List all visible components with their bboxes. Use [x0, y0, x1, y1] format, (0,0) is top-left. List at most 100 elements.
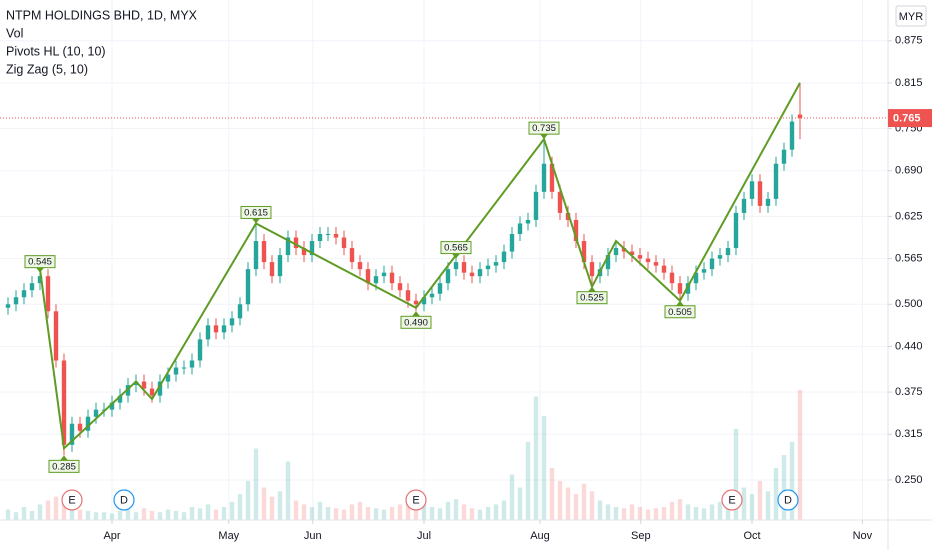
last-price-label: 0.765 [893, 112, 921, 124]
y-tick-label: 0.250 [895, 474, 923, 486]
candle-body [509, 234, 515, 252]
x-tick-label: May [218, 530, 239, 542]
event-marker[interactable] [405, 489, 427, 511]
pivot-box [664, 305, 696, 319]
last-price-box [888, 109, 932, 128]
volume-bar [405, 501, 411, 520]
candle-body [117, 395, 123, 403]
volume-bar [733, 429, 739, 520]
y-tick-label: 0.690 [895, 165, 923, 177]
candle-body [685, 283, 691, 294]
candle-body [245, 269, 251, 305]
candle-body [253, 241, 259, 270]
candle-body [141, 381, 147, 389]
candle-body [133, 381, 139, 386]
volume-bar [149, 510, 155, 520]
legend-pivots: Pivots HL (10, 10) [6, 44, 106, 58]
event-marker[interactable] [61, 489, 83, 511]
volume-bar [141, 508, 147, 520]
currency-box[interactable] [895, 5, 927, 27]
event-marker[interactable] [777, 489, 799, 511]
pivot-pointer [540, 134, 548, 140]
volume-bar [581, 483, 587, 520]
volume-bar [469, 508, 475, 520]
candle-body [525, 219, 531, 224]
candle-body [53, 311, 59, 361]
x-tick-label: Aug [530, 530, 550, 542]
volume-bar [565, 487, 571, 520]
event-label: D [784, 494, 792, 506]
volume-bar [669, 501, 675, 520]
candle-body [61, 360, 67, 445]
legend-zigzag: Zig Zag (5, 10) [6, 62, 88, 76]
volume-bar [341, 509, 347, 520]
candle-body [93, 409, 99, 417]
volume-bar [317, 501, 323, 520]
candle-body [221, 325, 227, 333]
candle-body [765, 198, 771, 206]
candle-body [709, 258, 715, 270]
candle-body [309, 241, 315, 256]
volume-bar [101, 512, 107, 520]
event-marker[interactable] [113, 489, 135, 511]
volume-bar [797, 390, 803, 520]
pivot-pointer [36, 267, 44, 273]
volume-bar [765, 491, 771, 520]
volume-bar [333, 508, 339, 520]
candle-body [413, 300, 419, 305]
x-tick-label: Nov [853, 530, 873, 542]
volume-bar [133, 512, 139, 520]
currency: MYR [899, 11, 924, 23]
candle-body [405, 290, 411, 301]
pivot-pointer [252, 218, 260, 224]
candle-body [789, 121, 795, 150]
candle-body [581, 241, 587, 263]
pivot-box [440, 241, 472, 255]
pivot-pointer [588, 286, 596, 292]
y-tick-label: 0.500 [895, 298, 923, 310]
volume-bar [573, 494, 579, 520]
candle-body [357, 262, 363, 270]
candle-body [125, 385, 131, 396]
volume-bar [437, 508, 443, 520]
candle-body [373, 276, 379, 284]
volume-bar [429, 507, 435, 520]
event-marker[interactable] [721, 489, 743, 511]
volume-bar [253, 448, 259, 520]
volume-bar [213, 509, 219, 520]
pivot-label: 0.490 [404, 317, 428, 328]
volume-bar [229, 501, 235, 520]
candle-body [501, 251, 507, 263]
volume-bar [397, 504, 403, 520]
volume-bar [645, 509, 651, 520]
axes: 0.8750.8150.7500.6900.6250.5650.5000.440… [103, 35, 922, 542]
candle-body [261, 241, 267, 263]
volume-bar [5, 509, 11, 520]
volume-bar [285, 461, 291, 520]
volume-bar [477, 509, 483, 520]
event-label: E [728, 494, 735, 506]
volume-bar [597, 500, 603, 520]
candle-body [269, 262, 275, 277]
volume-bar [181, 512, 187, 520]
symbol-title: NTPM HOLDINGS BHD, 1D, MYX [6, 8, 198, 22]
pivot-box [576, 291, 608, 305]
candle-body [213, 325, 219, 333]
volume-bar [29, 510, 35, 520]
volume-bar [589, 491, 595, 520]
candle-body [757, 181, 763, 206]
volume-bar [197, 508, 203, 520]
volume-bar [21, 507, 27, 520]
volume-bar [357, 501, 363, 520]
volume-bar [205, 504, 211, 520]
candle-body [397, 283, 403, 291]
candle-body [205, 325, 211, 340]
candle-body [429, 293, 435, 298]
volume-bar [277, 491, 283, 520]
volume-bar [485, 507, 491, 520]
volume-bar [61, 501, 67, 520]
volume-bar [517, 487, 523, 520]
candle-body [77, 423, 83, 431]
volume-bar [269, 496, 275, 520]
